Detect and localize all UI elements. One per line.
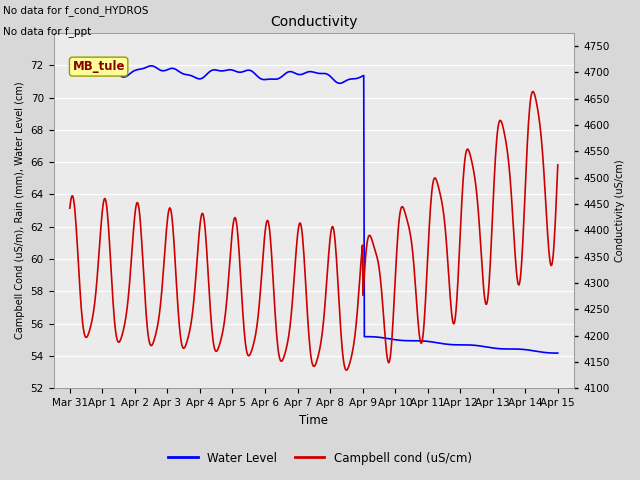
Text: MB_tule: MB_tule — [72, 60, 125, 73]
Legend: Water Level, Campbell cond (uS/cm): Water Level, Campbell cond (uS/cm) — [163, 447, 477, 469]
Text: No data for f_cond_HYDROS: No data for f_cond_HYDROS — [3, 5, 148, 16]
Title: Conductivity: Conductivity — [270, 15, 358, 29]
Y-axis label: Campbell Cond (uS/m), Rain (mm), Water Level (cm): Campbell Cond (uS/m), Rain (mm), Water L… — [15, 82, 25, 339]
Text: No data for f_ppt: No data for f_ppt — [3, 26, 92, 37]
X-axis label: Time: Time — [300, 414, 328, 427]
Y-axis label: Conductivity (uS/cm): Conductivity (uS/cm) — [615, 159, 625, 262]
